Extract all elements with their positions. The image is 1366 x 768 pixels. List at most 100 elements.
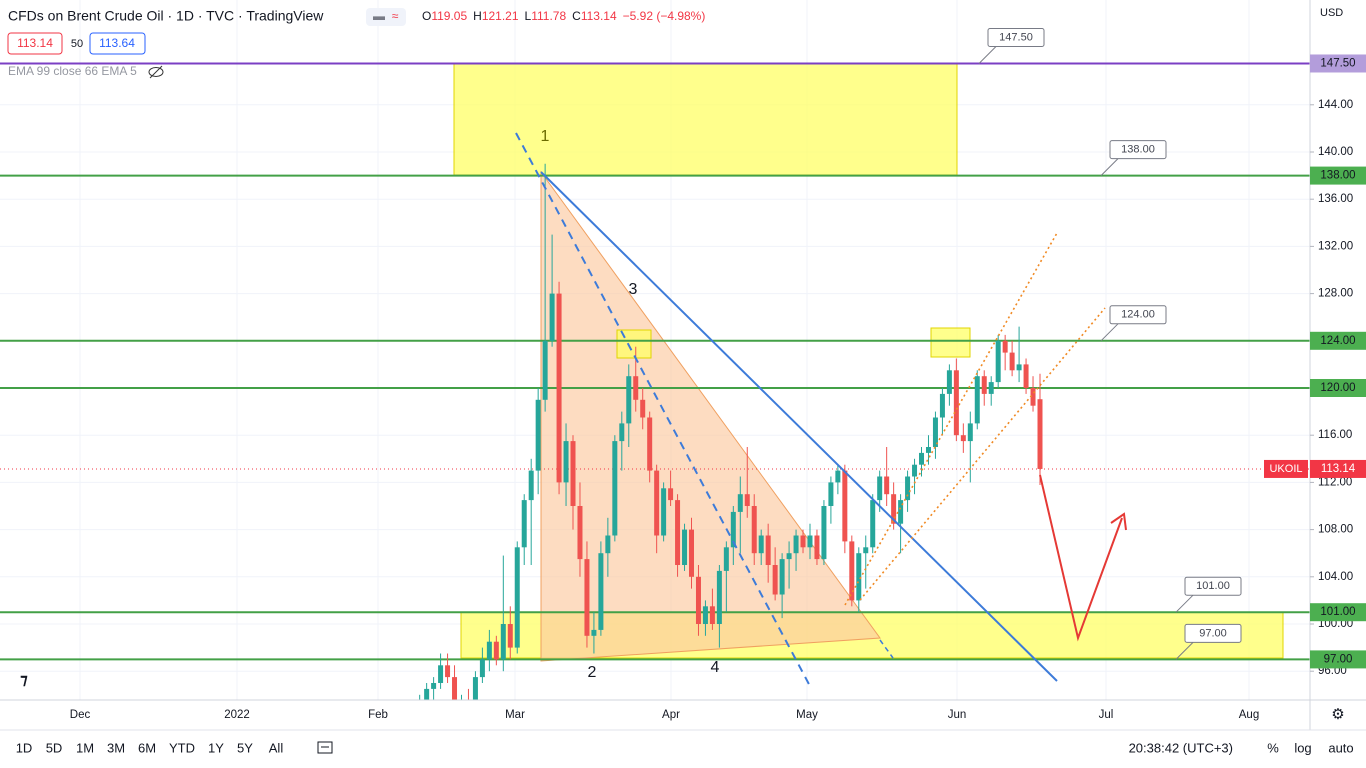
ohlc-value: 121.21: [482, 9, 519, 23]
candle-body: [570, 441, 576, 507]
ohlc-key: H: [473, 9, 482, 23]
y-tick-label: 116.00: [1318, 429, 1352, 441]
time-label: Jul: [1099, 709, 1114, 721]
candle-body: [514, 547, 520, 648]
icon: ▬: [373, 9, 385, 23]
y-tick-label: 128.00: [1318, 288, 1353, 300]
range-button[interactable]: 3M: [107, 740, 125, 755]
symbol-title: CFDs on Brent Crude Oil · 1D · TVC · Tra…: [8, 8, 324, 24]
candle-body: [772, 565, 778, 595]
bid-price: 113.14: [17, 36, 53, 50]
candle-body: [863, 547, 869, 554]
candle-body: [521, 500, 527, 548]
candle-body: [431, 683, 437, 689]
ask-price: 113.64: [99, 36, 135, 50]
candle-body: [654, 470, 660, 536]
candle-body: [549, 293, 555, 341]
y-tick-label: 136.00: [1318, 193, 1353, 205]
trend-line: [515, 132, 812, 689]
ohlc-key: C: [572, 9, 581, 23]
callout-label: 97.00: [1199, 627, 1227, 639]
ohlc-value: 113.14: [581, 9, 617, 23]
time-label: Aug: [1239, 709, 1259, 721]
range-button[interactable]: All: [269, 740, 284, 755]
callout-leader: [1175, 642, 1194, 660]
range-button[interactable]: 1Y: [208, 740, 224, 755]
candle-body: [814, 535, 820, 560]
y-tick-label: 104.00: [1318, 571, 1353, 583]
candle-body: [744, 494, 750, 507]
candle-body: [919, 452, 925, 465]
candle-body: [528, 470, 534, 501]
candle-body: [856, 553, 862, 601]
range-button[interactable]: YTD: [169, 740, 195, 755]
callout-label: 138.00: [1121, 143, 1155, 155]
level-badge: [1310, 54, 1366, 73]
level-badge-label: 138.00: [1320, 170, 1355, 182]
level-badge-label: 124.00: [1320, 335, 1355, 347]
range-button[interactable]: 6M: [138, 740, 156, 755]
level-badge-label: 101.00: [1320, 606, 1355, 618]
hide-icon[interactable]: [148, 65, 164, 79]
wave-label: 2: [588, 664, 597, 681]
time-label: Apr: [662, 709, 680, 721]
level-badge-label: 120.00: [1320, 382, 1355, 394]
range-button[interactable]: 1M: [76, 740, 94, 755]
range-button[interactable]: 1D: [16, 740, 33, 755]
settings-icon[interactable]: ⚙: [1331, 706, 1344, 723]
range-button[interactable]: 5Y: [237, 740, 253, 755]
buy-box[interactable]: [89, 32, 146, 55]
callout-box: [1109, 140, 1167, 160]
scale-option[interactable]: log: [1294, 740, 1311, 755]
candle-body: [479, 659, 485, 678]
triangle: [540, 170, 881, 662]
candle-body: [884, 476, 890, 495]
tv-logo: ⁊: [20, 671, 28, 688]
candle-body: [1002, 340, 1008, 353]
y-tick-label: 144.00: [1318, 99, 1353, 111]
y-tick-label: 108.00: [1318, 524, 1353, 536]
candle-body: [584, 559, 590, 636]
callout-box: [1184, 576, 1242, 596]
candle-body: [877, 476, 883, 501]
sell-box[interactable]: [7, 32, 63, 55]
time-label: May: [796, 709, 818, 721]
candle-body: [445, 665, 451, 678]
callout-leader: [1175, 594, 1194, 613]
candle-body: [702, 606, 708, 625]
currency[interactable]: USD: [1320, 7, 1343, 19]
candle-body: [960, 435, 966, 442]
candle-body: [668, 488, 674, 501]
levels: [0, 62, 1310, 661]
candle-body: [988, 382, 994, 394]
ohlc-key: L: [525, 9, 532, 23]
time-label: Feb: [368, 709, 388, 721]
candle-body: [723, 547, 729, 571]
candle-body: [807, 535, 813, 548]
bottom-toolbar: 1D 5D 1M 3M 6M YTD 1Y 5Y All 20:38:42 (UTC+3)% log…: [16, 740, 1354, 755]
candle-body: [417, 701, 422, 707]
trend-line: [540, 171, 1058, 682]
time-label: Jun: [948, 709, 967, 721]
candle-body: [709, 606, 715, 625]
compare-icon[interactable]: [317, 741, 333, 754]
candle-body: [424, 688, 430, 700]
scale-option[interactable]: auto: [1328, 740, 1353, 755]
range-button[interactable]: 5D: [46, 740, 63, 755]
candle-body: [695, 576, 701, 625]
level-badge: [1310, 166, 1366, 185]
trend-line: [879, 639, 894, 659]
candle-body: [633, 376, 639, 400]
indicator-toggle[interactable]: [366, 8, 406, 26]
level-badge: [1310, 650, 1366, 669]
symbol-label: UKOIL: [1269, 463, 1302, 475]
callout-box: [1109, 305, 1167, 325]
scale-option[interactable]: %: [1267, 740, 1279, 755]
candle-body: [793, 535, 799, 554]
candle-body: [751, 506, 757, 554]
candle-body: [472, 677, 478, 700]
level-badge-label: 147.50: [1320, 58, 1355, 70]
candle-body: [493, 641, 499, 660]
wave-label: 3: [629, 281, 638, 298]
channel-line: [859, 307, 1106, 601]
